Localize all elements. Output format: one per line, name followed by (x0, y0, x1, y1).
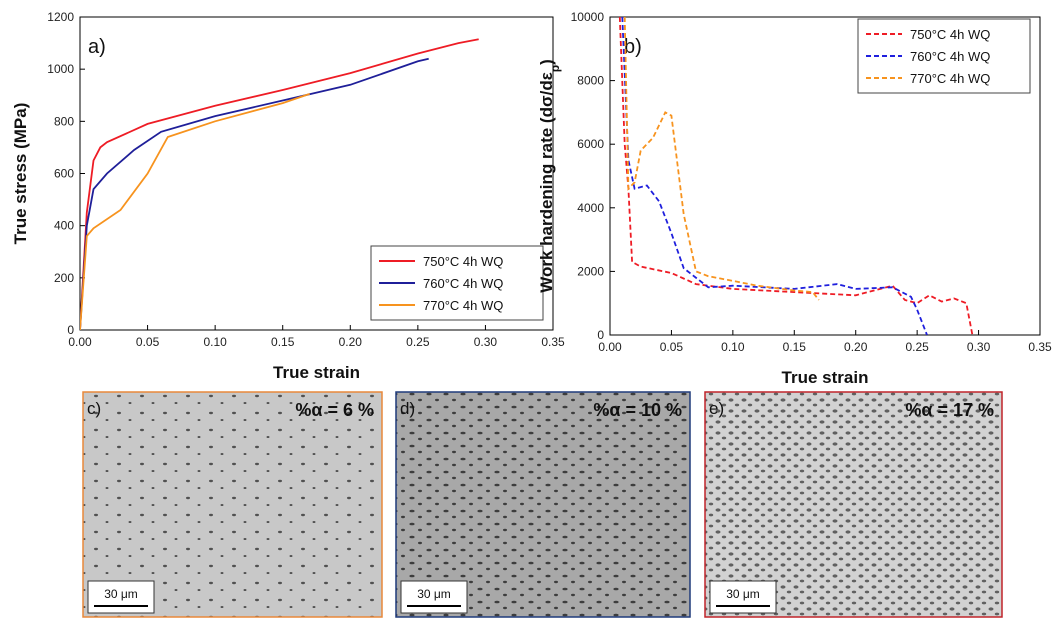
x-tick-label: 0.25 (406, 335, 430, 349)
x-tick-label: 0.25 (905, 340, 929, 354)
data-line (621, 17, 928, 335)
legend-label: 770°C 4h WQ (910, 71, 990, 86)
x-tick-label: 0.15 (271, 335, 295, 349)
micrograph-particles (83, 392, 382, 617)
y-axis-label-sub: p (548, 65, 562, 72)
y-tick-label: 2000 (577, 264, 604, 278)
panel-label: a) (88, 36, 106, 58)
micrograph-label: d) (400, 399, 415, 418)
x-tick-label: 0.05 (660, 340, 684, 354)
y-axis-label-end: ) (537, 59, 556, 65)
data-line (80, 38, 479, 330)
y-axis-label-main: Work hardening rate (dσ/dε (537, 72, 556, 293)
micrograph-border (704, 391, 1003, 618)
scale-box (709, 580, 777, 614)
scale-box (400, 580, 468, 614)
data-line (80, 57, 429, 330)
y-axis-label: Work hardening rate (dσ/dεp) (537, 59, 562, 293)
panel-label: b) (624, 36, 642, 58)
micrograph-border (82, 391, 383, 618)
y-tick-label: 4000 (577, 201, 604, 215)
micrograph-particles (705, 392, 1002, 617)
legend-label: 750°C 4h WQ (910, 27, 990, 42)
x-axis-label: True strain (273, 363, 360, 382)
micrograph-label: e) (709, 399, 724, 418)
y-tick-label: 1000 (47, 62, 74, 76)
y-axis-label: True stress (MPa) (11, 103, 30, 245)
y-tick-label: 600 (54, 167, 74, 181)
micrograph-border (395, 391, 691, 618)
scale-label: 30 μm (417, 587, 451, 601)
scale-box (87, 580, 155, 614)
x-tick-label: 0.10 (203, 335, 227, 349)
x-tick-label: 0.10 (721, 340, 745, 354)
micrograph-particles (396, 392, 690, 617)
scale-label: 30 μm (726, 587, 760, 601)
y-tick-label: 10000 (571, 10, 605, 24)
phase-fraction: %α = 10 % (593, 400, 682, 420)
x-tick-label: 0.30 (967, 340, 991, 354)
x-tick-label: 0.35 (1028, 340, 1052, 354)
data-line (618, 17, 974, 335)
legend-label: 750°C 4h WQ (423, 254, 503, 269)
scale-label: 30 μm (104, 587, 138, 601)
x-tick-label: 0.20 (339, 335, 363, 349)
x-tick-label: 0.00 (598, 340, 622, 354)
x-axis-label: True strain (782, 368, 869, 387)
y-tick-label: 1200 (47, 10, 74, 24)
y-tick-label: 400 (54, 219, 74, 233)
x-tick-label: 0.35 (541, 335, 565, 349)
phase-fraction: %α = 17 % (905, 400, 994, 420)
phase-fraction: %α = 6 % (295, 400, 374, 420)
x-tick-label: 0.05 (136, 335, 160, 349)
y-tick-label: 0 (67, 323, 74, 337)
x-tick-label: 0.30 (474, 335, 498, 349)
x-tick-label: 0.15 (783, 340, 807, 354)
data-line (80, 93, 310, 330)
plot-frame (609, 16, 1041, 336)
y-tick-label: 8000 (577, 74, 604, 88)
y-tick-label: 6000 (577, 137, 604, 151)
x-tick-label: 0.20 (844, 340, 868, 354)
legend-label: 760°C 4h WQ (423, 276, 503, 291)
y-tick-label: 0 (597, 328, 604, 342)
x-tick-label: 0.00 (68, 335, 92, 349)
micrograph-label: c) (87, 399, 101, 418)
y-tick-label: 800 (54, 114, 74, 128)
y-tick-label: 200 (54, 271, 74, 285)
legend-label: 760°C 4h WQ (910, 49, 990, 64)
y-axis-label-main: True stress (MPa) (11, 103, 30, 245)
data-line (623, 17, 820, 301)
legend-label: 770°C 4h WQ (423, 298, 503, 313)
